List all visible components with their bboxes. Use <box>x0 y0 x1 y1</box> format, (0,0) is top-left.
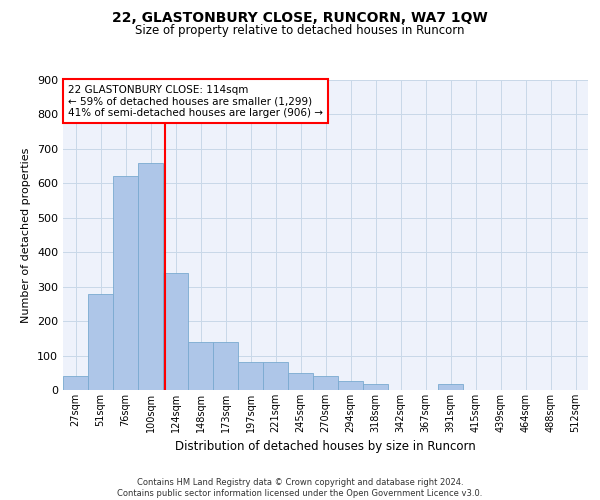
Bar <box>88 294 113 390</box>
Bar <box>163 273 188 390</box>
Text: 22, GLASTONBURY CLOSE, RUNCORN, WA7 1QW: 22, GLASTONBURY CLOSE, RUNCORN, WA7 1QW <box>112 11 488 25</box>
Bar <box>238 362 263 390</box>
Text: Contains HM Land Registry data © Crown copyright and database right 2024.
Contai: Contains HM Land Registry data © Crown c… <box>118 478 482 498</box>
Y-axis label: Number of detached properties: Number of detached properties <box>22 148 31 322</box>
Bar <box>288 373 313 390</box>
Bar <box>138 162 163 390</box>
X-axis label: Distribution of detached houses by size in Runcorn: Distribution of detached houses by size … <box>175 440 476 454</box>
Bar <box>113 176 138 390</box>
Bar <box>188 342 213 390</box>
Bar <box>313 376 338 390</box>
Bar <box>438 384 463 390</box>
Bar <box>363 384 388 390</box>
Bar <box>338 382 363 390</box>
Bar <box>63 376 88 390</box>
Bar <box>213 342 238 390</box>
Text: Size of property relative to detached houses in Runcorn: Size of property relative to detached ho… <box>135 24 465 37</box>
Bar <box>263 362 288 390</box>
Text: 22 GLASTONBURY CLOSE: 114sqm
← 59% of detached houses are smaller (1,299)
41% of: 22 GLASTONBURY CLOSE: 114sqm ← 59% of de… <box>68 84 323 118</box>
